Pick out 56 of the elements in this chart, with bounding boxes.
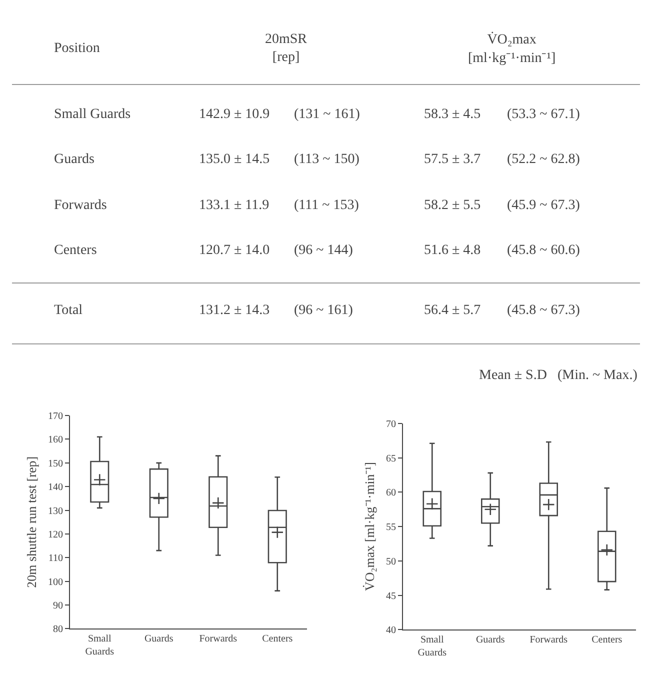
text: 131.2 ± 14.3 [199, 303, 270, 318]
text: (52.2 ~ 62.8) [507, 152, 580, 167]
text: Small Guards [54, 107, 131, 122]
text: 51.6 ± 4.8 [424, 243, 481, 258]
y-tick-label: 45 [386, 590, 396, 602]
text: (96 ~ 161) [294, 303, 354, 318]
text: (96 ~ 144) [294, 243, 354, 258]
text: 57.5 ± 3.7 [424, 152, 481, 167]
y-tick-label: 55 [386, 522, 396, 534]
text: 135.0 ± 14.5 [199, 152, 270, 167]
y-tick-label: 50 [386, 556, 396, 568]
y-tick-label: 60 [386, 488, 396, 499]
text: 58.3 ± 4.5 [424, 107, 481, 122]
y-axis-title: 20m shuttle run test [rep] [24, 456, 39, 588]
x-tick-label: Guards [476, 634, 505, 646]
y-tick-label: 140 [48, 482, 63, 494]
text: Mean ± S.D (Min. ~ Max.) [479, 368, 638, 383]
y-axis-title: V̇O₂max [ml·kg⁻¹·min⁻¹] [362, 462, 377, 592]
text: 133.1 ± 11.9 [199, 198, 270, 213]
text: (131 ~ 161) [294, 107, 360, 122]
text: Centers [54, 243, 97, 258]
text: 20mSR [rep] [265, 32, 308, 66]
text: Forwards [54, 198, 107, 213]
y-tick-label: 100 [48, 576, 63, 588]
text: 58.2 ± 5.5 [424, 198, 481, 213]
x-tick-label: Centers [262, 634, 293, 645]
y-tick-label: 80 [53, 624, 63, 636]
y-tick-label: 130 [48, 506, 63, 517]
text: (45.9 ~ 67.3) [507, 198, 580, 213]
y-tick-label: 110 [48, 553, 63, 564]
y-tick-label: 150 [48, 458, 63, 470]
x-tick-label: Small Guards [85, 634, 114, 658]
text: Guards [54, 152, 94, 167]
y-tick-label: 170 [48, 411, 63, 422]
text: (111 ~ 153) [294, 198, 360, 213]
text: (45.8 ~ 67.3) [507, 303, 580, 318]
x-tick-label: Small Guards [418, 634, 447, 659]
text: 56.4 ± 5.7 [424, 303, 481, 318]
text: (53.3 ~ 67.1) [507, 107, 580, 122]
x-tick-label: Forwards [530, 634, 568, 646]
text: (45.8 ~ 60.6) [507, 243, 580, 258]
y-tick-label: 40 [386, 625, 396, 636]
y-tick-label: 160 [48, 434, 63, 446]
y-tick-label: 120 [48, 529, 63, 540]
x-tick-label: Guards [144, 634, 174, 645]
text: Position [54, 41, 100, 56]
text: (113 ~ 150) [294, 152, 360, 167]
x-tick-label: Centers [592, 634, 622, 646]
text: 142.9 ± 10.9 [199, 107, 270, 122]
text: Total [54, 303, 83, 318]
y-tick-label: 90 [53, 600, 63, 612]
y-tick-label: 65 [386, 453, 396, 464]
x-tick-label: Forwards [199, 634, 238, 645]
text: V̇O₂max [ml·kg⁻¹·min⁻¹] [468, 31, 556, 66]
text: 120.7 ± 14.0 [199, 243, 270, 258]
y-tick-label: 70 [386, 418, 396, 430]
